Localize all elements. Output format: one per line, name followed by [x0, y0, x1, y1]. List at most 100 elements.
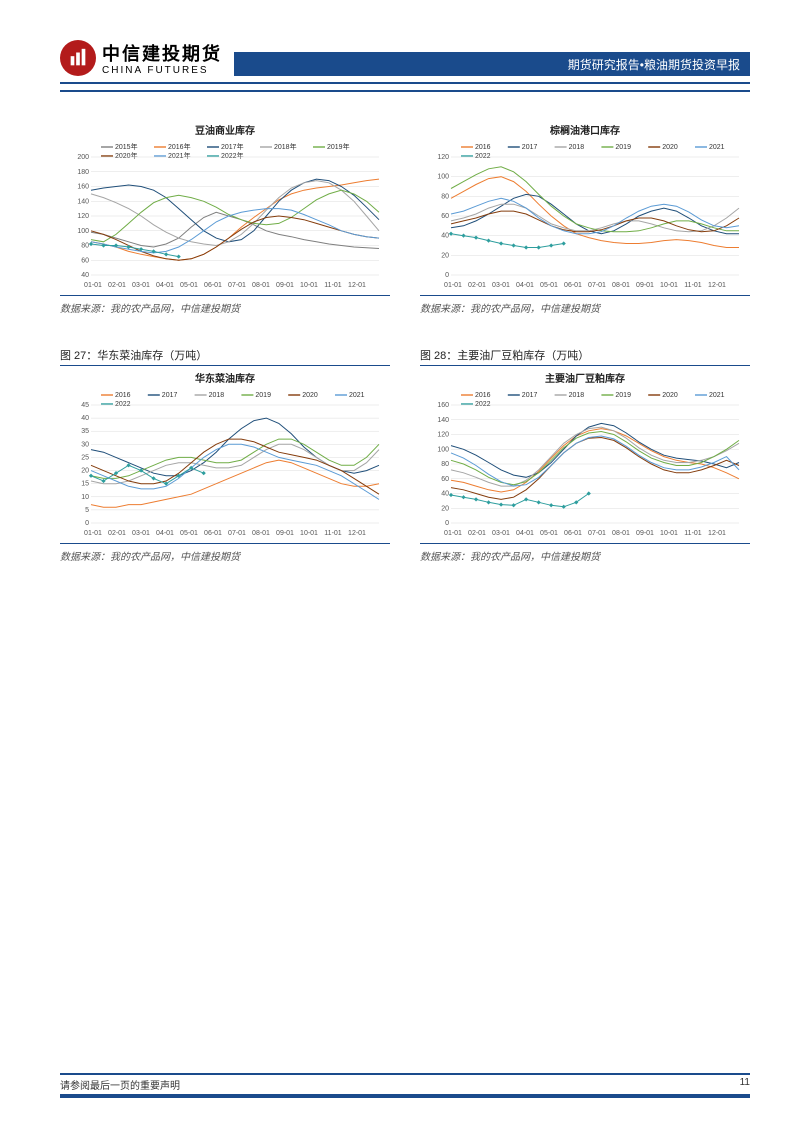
svg-text:01-01: 01-01: [444, 530, 462, 537]
chart-block-1: 豆油商业库存 2015年2016年2017年2018年2019年2020年202…: [60, 122, 390, 315]
svg-text:2020年: 2020年: [115, 151, 138, 160]
chart-1-source: 数据来源：我的农产品网，中信建投期货: [60, 300, 390, 315]
svg-text:100: 100: [437, 174, 449, 181]
svg-text:08-01: 08-01: [252, 282, 270, 289]
svg-text:2020: 2020: [662, 392, 678, 399]
svg-text:120: 120: [77, 213, 89, 220]
chart-3-title: 华东菜油库存: [60, 370, 390, 385]
svg-text:03-01: 03-01: [132, 282, 150, 289]
svg-text:2019: 2019: [615, 144, 631, 151]
svg-text:2021年: 2021年: [168, 151, 191, 160]
charts-grid: 豆油商业库存 2015年2016年2017年2018年2019年2020年202…: [60, 122, 750, 563]
svg-text:11-01: 11-01: [684, 530, 701, 537]
svg-text:5: 5: [85, 507, 89, 514]
svg-text:12-01: 12-01: [708, 530, 726, 537]
svg-text:2017年: 2017年: [221, 142, 244, 151]
svg-text:10-01: 10-01: [660, 282, 678, 289]
svg-text:03-01: 03-01: [492, 282, 510, 289]
svg-text:0: 0: [445, 272, 449, 279]
svg-text:80: 80: [441, 193, 449, 200]
svg-text:10-01: 10-01: [300, 282, 318, 289]
chart-4-title: 主要油厂豆粕库存: [420, 370, 750, 385]
svg-text:200: 200: [77, 154, 89, 161]
svg-text:11-01: 11-01: [324, 530, 341, 537]
svg-text:01-01: 01-01: [84, 282, 102, 289]
svg-text:02-01: 02-01: [108, 282, 126, 289]
svg-text:60: 60: [81, 257, 89, 264]
header-bar: 期货研究报告•粮油期货投资早报: [234, 52, 750, 76]
svg-text:10-01: 10-01: [300, 530, 318, 537]
svg-text:07-01: 07-01: [588, 282, 606, 289]
svg-text:160: 160: [77, 184, 89, 191]
svg-text:2020: 2020: [662, 144, 678, 151]
svg-text:03-01: 03-01: [132, 530, 150, 537]
svg-text:06-01: 06-01: [564, 530, 582, 537]
brand-logo: [60, 40, 96, 76]
svg-text:03-01: 03-01: [492, 530, 510, 537]
svg-text:04-01: 04-01: [156, 282, 174, 289]
footer-disclaimer: 请参阅最后一页的重要声明: [60, 1077, 180, 1092]
svg-text:100: 100: [437, 446, 449, 453]
chart-block-4: 图 28：主要油厂豆粕库存（万吨） 主要油厂豆粕库存 2016201720182…: [420, 325, 750, 563]
svg-text:2019: 2019: [255, 392, 271, 399]
chart-block-2: 棕榈油港口库存 20162017201820192020202120220204…: [420, 122, 750, 315]
svg-text:2020: 2020: [302, 392, 318, 399]
svg-text:05-01: 05-01: [180, 530, 198, 537]
header-rule-2: [60, 90, 750, 92]
svg-text:80: 80: [441, 461, 449, 468]
svg-text:02-01: 02-01: [108, 530, 126, 537]
svg-text:02-01: 02-01: [468, 282, 486, 289]
svg-text:11-01: 11-01: [684, 282, 701, 289]
svg-text:2016: 2016: [475, 144, 491, 151]
svg-text:02-01: 02-01: [468, 530, 486, 537]
svg-text:2022: 2022: [475, 153, 491, 160]
svg-text:2022: 2022: [115, 401, 131, 408]
svg-text:2016: 2016: [115, 392, 131, 399]
svg-text:40: 40: [441, 491, 449, 498]
svg-text:08-01: 08-01: [612, 530, 630, 537]
svg-text:05-01: 05-01: [180, 282, 198, 289]
svg-text:180: 180: [77, 169, 89, 176]
svg-text:2016年: 2016年: [168, 142, 191, 151]
svg-text:80: 80: [81, 243, 89, 250]
brand-cn: 中信建投期货: [102, 45, 222, 65]
svg-text:2021: 2021: [709, 144, 725, 151]
svg-text:08-01: 08-01: [252, 530, 270, 537]
svg-text:07-01: 07-01: [228, 282, 246, 289]
svg-text:04-01: 04-01: [516, 530, 534, 537]
svg-text:2016: 2016: [475, 392, 491, 399]
chart-4: 2016201720182019202020212022020406080100…: [420, 387, 750, 537]
svg-text:06-01: 06-01: [204, 530, 222, 537]
svg-text:12-01: 12-01: [348, 530, 366, 537]
svg-text:2017: 2017: [522, 392, 538, 399]
svg-text:2018年: 2018年: [274, 142, 297, 151]
report-title: 期货研究报告•粮油期货投资早报: [568, 56, 740, 73]
svg-text:2021: 2021: [349, 392, 365, 399]
chart-4-source: 数据来源：我的农产品网，中信建投期货: [420, 548, 750, 563]
svg-text:09-01: 09-01: [276, 530, 294, 537]
svg-text:40: 40: [441, 233, 449, 240]
svg-text:2018: 2018: [569, 144, 585, 151]
chart-2-title: 棕榈油港口库存: [420, 122, 750, 137]
svg-text:2021: 2021: [709, 392, 725, 399]
svg-text:2017: 2017: [522, 144, 538, 151]
svg-text:11-01: 11-01: [324, 282, 341, 289]
svg-text:20: 20: [441, 505, 449, 512]
svg-text:140: 140: [437, 417, 449, 424]
svg-text:140: 140: [77, 198, 89, 205]
svg-text:09-01: 09-01: [276, 282, 294, 289]
svg-text:10: 10: [81, 494, 89, 501]
brand-en: CHINA FUTURES: [102, 65, 222, 76]
svg-text:40: 40: [81, 272, 89, 279]
svg-text:2022: 2022: [475, 401, 491, 408]
page-footer: 请参阅最后一页的重要声明 11: [60, 1073, 750, 1098]
svg-text:45: 45: [81, 402, 89, 409]
svg-text:04-01: 04-01: [516, 282, 534, 289]
svg-text:2019年: 2019年: [327, 142, 350, 151]
svg-text:35: 35: [81, 428, 89, 435]
svg-text:40: 40: [81, 415, 89, 422]
svg-text:04-01: 04-01: [156, 530, 174, 537]
svg-text:07-01: 07-01: [228, 530, 246, 537]
footer-page-num: 11: [740, 1077, 750, 1092]
svg-text:0: 0: [85, 520, 89, 527]
